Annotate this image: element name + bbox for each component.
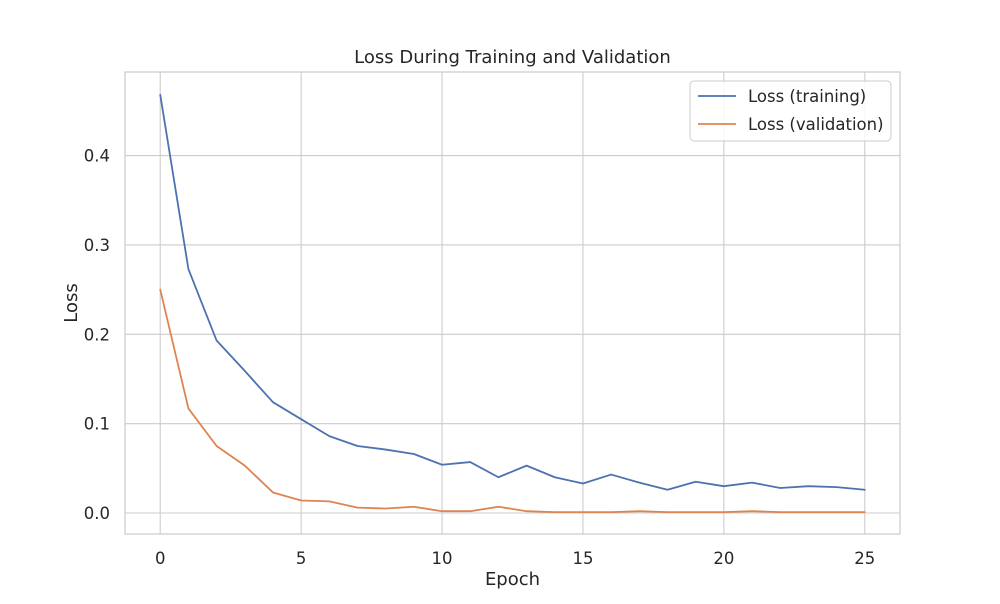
series-layer	[159, 93, 866, 514]
training-loss-line	[159, 93, 866, 491]
legend-box	[689, 80, 892, 142]
y-tick-label: 0.3	[84, 236, 110, 255]
chart-title: Loss During Training and Validation	[354, 47, 671, 68]
tick-layer: 0 5 10 15 20 25 0.0 0.1 0.2 0.3 0.4	[84, 147, 876, 568]
y-axis-label: Loss	[61, 283, 82, 322]
legend-label-training: Loss (training)	[748, 87, 866, 106]
plot-frame	[124, 71, 901, 535]
x-tick-label: 15	[572, 549, 593, 568]
legend: Loss (training) Loss (validation)	[689, 80, 892, 142]
y-tick-label: 0.4	[84, 147, 110, 166]
x-tick-label: 20	[713, 549, 734, 568]
x-tick-label: 5	[296, 549, 307, 568]
y-tick-label: 0.2	[84, 325, 110, 344]
grid-layer	[125, 72, 900, 534]
x-tick-label: 25	[854, 549, 875, 568]
x-axis-label: Epoch	[485, 569, 540, 590]
y-tick-label: 0.1	[84, 415, 110, 434]
y-tick-label: 0.0	[84, 504, 110, 523]
validation-loss-line	[159, 288, 866, 514]
legend-label-validation: Loss (validation)	[748, 115, 884, 134]
x-tick-label: 10	[432, 549, 453, 568]
x-tick-label: 0	[155, 549, 166, 568]
